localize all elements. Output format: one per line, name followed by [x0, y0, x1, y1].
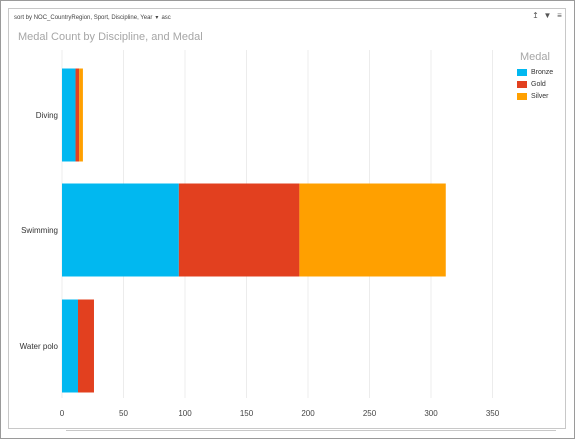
category-label-diving: Diving [36, 111, 58, 120]
bar-diving-silver [79, 68, 83, 162]
legend-label-bronze: Bronze [531, 68, 554, 76]
category-labels: Diving Swimming Water polo [20, 111, 59, 351]
sort-by-label: sort by [14, 15, 33, 21]
sort-bar[interactable]: sort by NOC_CountryRegion, Sport, Discip… [14, 14, 171, 21]
sort-direction[interactable]: asc [161, 15, 171, 21]
x-tick-label-350: 350 [486, 409, 500, 418]
category-label-swimming: Swimming [21, 226, 58, 235]
legend-label-silver: Silver [531, 92, 549, 100]
legend-item-bronze[interactable]: Bronze [517, 66, 553, 78]
x-tick-label-0: 0 [60, 409, 65, 418]
x-tick-label-200: 200 [301, 409, 315, 418]
legend-label-gold: Gold [531, 80, 546, 88]
card-divider [66, 430, 556, 431]
category-label-water-polo: Water polo [20, 342, 59, 351]
bars [62, 68, 446, 393]
filter-icon[interactable]: ▼ [543, 11, 552, 20]
x-tick-label-300: 300 [424, 409, 438, 418]
sort-fields[interactable]: NOC_CountryRegion, Sport, Discipline, Ye… [33, 15, 153, 21]
bar-swimming-silver [299, 183, 446, 277]
pop-out-icon[interactable]: ↥ [532, 11, 539, 20]
visual-toolbar: ↥ ▼ ≡ [531, 11, 564, 20]
legend-title: Medal [520, 51, 550, 63]
legend-swatch-silver [517, 92, 527, 100]
bar-water-polo-bronze [62, 299, 78, 393]
x-tick-labels: 0 50 100 150 200 250 300 350 [60, 409, 500, 418]
x-tick-label-250: 250 [363, 409, 377, 418]
x-tick-label-50: 50 [119, 409, 128, 418]
bar-swimming-gold [178, 183, 300, 277]
x-tick-label-150: 150 [240, 409, 254, 418]
sort-separator: ▾ [155, 15, 159, 21]
legend-swatch-bronze [517, 68, 527, 76]
bar-swimming-bronze [62, 183, 179, 277]
bar-diving-bronze [62, 68, 76, 162]
legend-swatch-gold [517, 80, 527, 88]
more-options-icon[interactable]: ≡ [557, 11, 562, 20]
legend-item-gold[interactable]: Gold [517, 78, 553, 90]
legend-item-silver[interactable]: Silver [517, 90, 553, 102]
bar-diving-gold [75, 68, 80, 162]
bar-water-polo-gold [77, 299, 94, 393]
x-tick-label-100: 100 [178, 409, 192, 418]
chart-title: Medal Count by Discipline, and Medal [18, 31, 203, 43]
legend: Medal Bronze Gold Silver [517, 51, 553, 102]
